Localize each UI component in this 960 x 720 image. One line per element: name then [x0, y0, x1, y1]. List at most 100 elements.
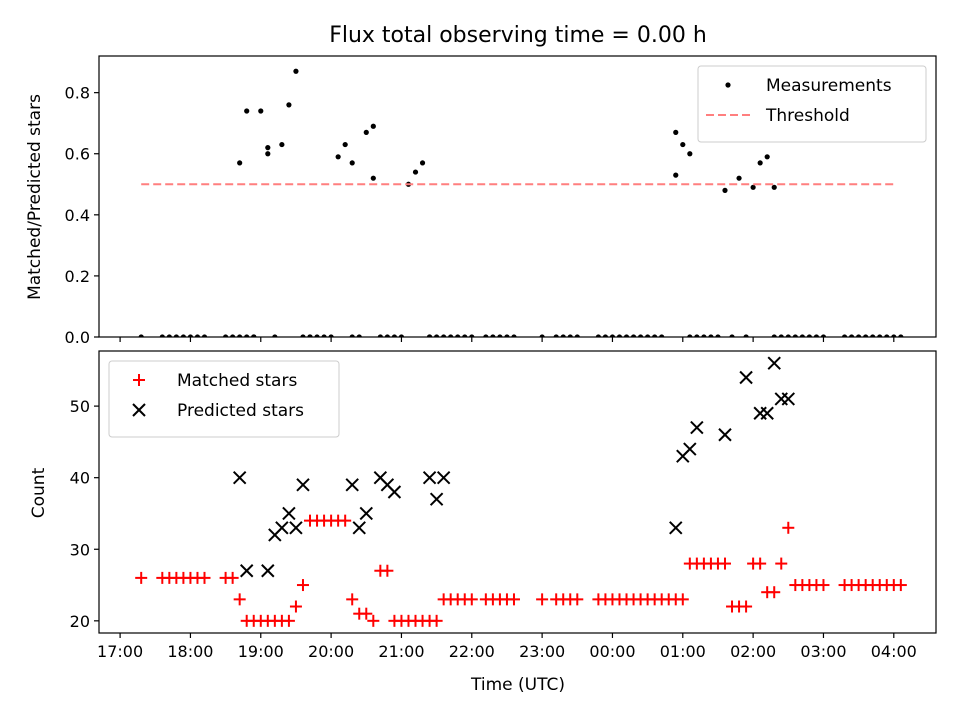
measurement-point — [462, 334, 468, 337]
measurement-point — [715, 334, 721, 337]
matched-star-point — [339, 514, 352, 527]
y-tick-label: 40 — [70, 469, 90, 488]
top-y-axis-label: Matched/Predicted stars — [25, 94, 45, 300]
measurement-point — [673, 129, 679, 135]
predicted-star-point — [359, 506, 373, 521]
measurement-point — [637, 334, 644, 337]
measurement-point — [799, 334, 805, 337]
legend-label: Predicted stars — [177, 401, 304, 421]
legend: Matched stars Predicted stars — [108, 360, 340, 438]
measurement-point — [813, 334, 820, 337]
predicted-star-point — [289, 521, 303, 535]
y-tick-label: 0.0 — [65, 328, 90, 347]
legend-label: Measurements — [766, 76, 892, 96]
predicted-star-point — [239, 564, 254, 578]
measurement-point — [279, 141, 285, 148]
y-tick-label: 0.8 — [65, 84, 90, 103]
matched-star-point — [282, 614, 295, 627]
measurement-point — [180, 334, 187, 337]
y-tick-label: 50 — [70, 397, 90, 416]
matched-star-point — [360, 607, 373, 620]
measurement-point — [708, 334, 714, 337]
measurement-point — [377, 334, 383, 337]
measurement-point — [553, 334, 559, 337]
measurement-point — [300, 334, 306, 337]
measurement-point — [356, 334, 362, 337]
measurement-point — [237, 334, 243, 337]
measurement-point — [272, 334, 278, 337]
measurement-point — [455, 334, 461, 337]
matched-star-point — [367, 614, 380, 627]
measurement-point — [441, 334, 447, 337]
predicted-star-point — [669, 521, 683, 535]
predicted-star-point — [718, 428, 732, 442]
measurement-point — [877, 334, 883, 337]
measurement-point — [694, 334, 700, 337]
legend-label: Threshold — [765, 106, 850, 126]
matched-star-point — [430, 614, 443, 627]
measurement-point — [609, 334, 616, 337]
measurement-point — [687, 151, 693, 157]
measurement-point — [349, 160, 355, 166]
measurement-point — [419, 160, 426, 166]
matched-star-point — [289, 600, 302, 613]
measurement-point — [771, 334, 777, 337]
measurement-point — [223, 334, 229, 337]
x-tick-label: 03:00 — [800, 642, 846, 661]
x-tick-label: 17:00 — [97, 642, 143, 661]
measurement-point — [469, 334, 475, 337]
measurement-point — [884, 334, 890, 337]
measurement-point — [863, 334, 869, 337]
measurement-point — [159, 334, 165, 337]
matched-star-point — [740, 600, 753, 613]
predicted-star-point — [387, 485, 402, 499]
plot-area — [135, 356, 907, 627]
predicted-star-point — [275, 521, 289, 535]
measurement-point — [602, 334, 609, 337]
legend-marker-measurements — [725, 82, 731, 88]
measurement-point — [398, 334, 405, 337]
x-tick-label: 01:00 — [660, 642, 706, 661]
measurement-point — [595, 334, 601, 337]
x-tick-label: 23:00 — [519, 642, 565, 661]
matched-star-point — [571, 593, 584, 606]
matched-star-point — [198, 571, 211, 584]
measurement-point — [321, 334, 327, 337]
matched-star-point — [135, 571, 148, 584]
measurement-point — [328, 334, 334, 337]
y-tick-label: 20 — [70, 612, 90, 631]
top-chart-title: Flux total observing time = 0.00 h — [329, 23, 707, 48]
matched-star-point — [894, 579, 907, 592]
measurement-point — [166, 334, 172, 337]
measurement-point — [785, 334, 791, 337]
measurement-point — [335, 154, 341, 160]
measurement-point — [792, 334, 798, 337]
measurement-point — [736, 175, 742, 181]
predicted-star-point — [345, 478, 359, 492]
measurement-point — [645, 334, 651, 337]
measurement-point — [194, 334, 201, 337]
matched-star-point — [782, 521, 795, 534]
matched-star-point — [233, 593, 246, 606]
measurement-point — [841, 334, 848, 337]
measurement-point — [701, 334, 707, 337]
measurement-point — [722, 187, 728, 193]
measurement-point — [363, 129, 369, 135]
measurement-point — [623, 334, 630, 337]
measurement-point — [652, 334, 658, 337]
legend-marker-matched — [133, 374, 145, 386]
measurement-point — [370, 123, 376, 129]
x-tick-label: 18:00 — [167, 642, 213, 661]
measurement-point — [680, 141, 686, 148]
series-predicted-stars — [232, 356, 796, 578]
measurement-point — [673, 172, 679, 178]
x-tick-label: 22:00 — [449, 642, 495, 661]
measurement-point — [891, 334, 897, 337]
measurement-point — [265, 151, 271, 157]
measurement-point — [729, 334, 735, 337]
measurement-point — [244, 108, 250, 114]
matched-star-point — [768, 586, 781, 599]
matched-star-point — [536, 593, 549, 606]
measurement-point — [490, 334, 496, 337]
